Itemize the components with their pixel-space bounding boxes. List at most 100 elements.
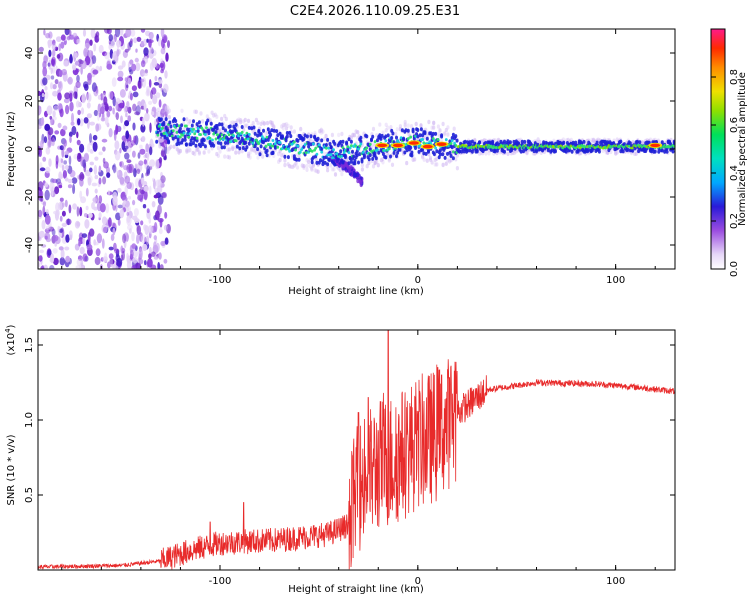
track-halo [185, 117, 189, 122]
noise-speckle [58, 184, 63, 189]
track-halo [215, 114, 219, 119]
noise-speckle [134, 218, 140, 224]
noise-speckle [58, 157, 64, 168]
noise-speckle [76, 206, 80, 217]
noise-speckle [119, 89, 126, 98]
track-halo [254, 117, 258, 123]
track-halo [446, 157, 450, 163]
track-core [424, 151, 428, 156]
track-halo [172, 144, 176, 149]
track-halo [202, 150, 206, 155]
noise-speckle [159, 264, 164, 269]
noise-speckle [146, 208, 150, 214]
track-signal [171, 129, 175, 133]
track-signal [304, 151, 308, 155]
branch-blob [355, 173, 359, 178]
track-halo [436, 124, 440, 129]
noise-speckle [124, 152, 130, 160]
noise-speckle [86, 92, 92, 103]
noise-speckle [124, 77, 128, 82]
noise-speckle [98, 44, 104, 54]
noise-speckle [104, 104, 109, 112]
noise-speckle [135, 48, 138, 53]
track-halo [289, 164, 293, 169]
noise-speckle [148, 79, 152, 88]
track-core [390, 136, 394, 140]
track-signal [387, 147, 391, 151]
noise-speckle [153, 235, 157, 241]
noise-speckle [143, 190, 148, 201]
track-core [285, 134, 289, 139]
track-halo [226, 154, 230, 160]
track-halo [432, 120, 436, 126]
track-halo [428, 157, 433, 162]
noise-speckle [58, 174, 64, 180]
noise-speckle [112, 163, 117, 174]
noise-speckle [151, 143, 155, 148]
track-core [457, 149, 461, 154]
track-signal [317, 143, 321, 147]
track-core [159, 117, 163, 122]
noise-speckle [38, 255, 43, 262]
noise-speckle [67, 178, 73, 184]
noise-speckle [124, 145, 129, 150]
noise-speckle [59, 246, 64, 251]
noise-speckle [89, 149, 94, 154]
noise-speckle [85, 205, 89, 211]
noise-speckle [41, 264, 45, 269]
noise-speckle [52, 234, 59, 242]
track-core [550, 148, 554, 153]
noise-speckle [43, 29, 46, 36]
track-halo [262, 121, 266, 126]
track-core [167, 140, 171, 145]
track-halo [251, 120, 255, 126]
track-core [197, 120, 201, 125]
track-halo [367, 160, 371, 166]
noise-speckle [90, 29, 96, 39]
noise-speckle [61, 210, 66, 217]
noise-speckle [163, 155, 168, 161]
track-halo [196, 147, 200, 152]
noise-speckle [134, 187, 138, 195]
track-core [398, 147, 402, 152]
track-halo [272, 124, 276, 129]
hotspot-inner [393, 143, 403, 148]
noise-speckle [164, 105, 170, 112]
noise-speckle [98, 165, 102, 173]
track-halo [310, 167, 314, 172]
noise-speckle [76, 74, 80, 83]
track-core [323, 160, 327, 165]
track-core [503, 139, 506, 144]
track-halo [158, 141, 162, 147]
noise-speckle [165, 52, 169, 62]
noise-speckle [105, 203, 110, 214]
x-tick-label: -100 [209, 576, 232, 587]
noise-speckle [42, 205, 46, 216]
track-core [475, 149, 479, 154]
noise-speckle [132, 150, 136, 158]
noise-speckle [149, 159, 156, 168]
track-core [245, 145, 249, 150]
track-halo [371, 126, 376, 132]
track-halo [224, 124, 228, 129]
noise-speckle [142, 72, 149, 77]
track-halo [354, 129, 358, 134]
x-tick-label: 0 [415, 576, 421, 587]
noise-speckle [80, 256, 84, 267]
noise-speckle [124, 48, 129, 53]
noise-speckle [144, 112, 150, 122]
track-halo [454, 157, 458, 162]
noise-speckle [67, 218, 70, 226]
track-halo [484, 151, 488, 156]
track-halo [356, 130, 360, 135]
noise-speckle [72, 183, 76, 195]
track-signal [192, 127, 195, 131]
track-halo [340, 171, 344, 177]
track-core [237, 136, 241, 141]
track-halo [174, 127, 178, 132]
noise-speckle [139, 259, 144, 265]
noise-speckle [74, 60, 80, 66]
track-signal [444, 138, 448, 142]
track-halo [386, 152, 390, 158]
y-tick-label: 40 [24, 47, 35, 60]
